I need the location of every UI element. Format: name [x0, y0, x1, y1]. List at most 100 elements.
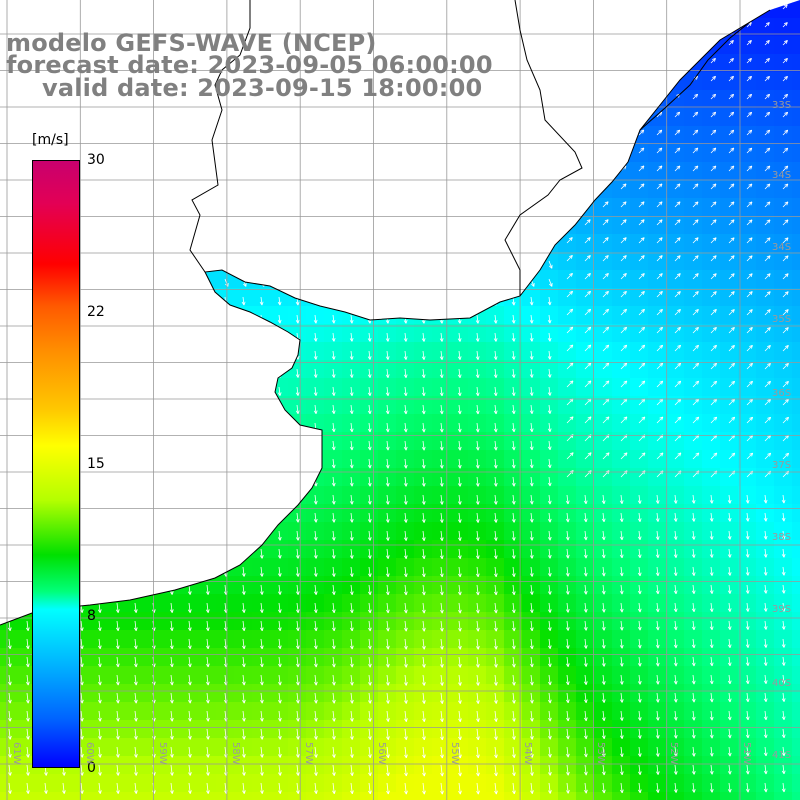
wind-arrow — [314, 260, 319, 269]
wind-cell — [792, 702, 800, 721]
wind-cell — [450, 198, 469, 217]
wind-arrow — [241, 350, 246, 360]
wind-arrow — [277, 332, 282, 342]
wind-cell — [792, 270, 800, 289]
wind-cell — [738, 252, 757, 271]
wind-cell — [432, 162, 451, 181]
wind-arrow — [260, 260, 265, 269]
wind-arrow — [313, 458, 318, 469]
wind-cell — [216, 504, 235, 523]
wind-cell — [720, 216, 739, 235]
wind-cell — [180, 234, 199, 253]
wind-cell — [288, 414, 307, 433]
wind-arrow — [242, 8, 246, 16]
wind-cell — [108, 540, 127, 559]
wind-cell — [756, 144, 775, 163]
wind-cell — [684, 90, 703, 109]
wind-arrow — [188, 8, 192, 16]
wind-arrow — [476, 278, 481, 287]
wind-cell — [648, 198, 667, 217]
wind-arrow — [620, 75, 626, 82]
wind-arrow — [26, 188, 31, 197]
wind-cell — [612, 126, 631, 145]
wind-cell — [360, 234, 379, 253]
wind-arrow — [188, 116, 193, 124]
wind-cell — [756, 324, 775, 343]
wind-cell — [648, 54, 667, 73]
wind-cell — [324, 252, 343, 271]
wind-cell — [558, 324, 577, 343]
wind-arrow — [259, 332, 264, 342]
wind-cell — [666, 270, 685, 289]
wind-cell — [648, 162, 667, 181]
wind-cell — [324, 198, 343, 217]
wind-cell — [756, 216, 775, 235]
wind-arrow — [350, 224, 355, 233]
wind-arrow — [133, 314, 138, 324]
wind-cell — [792, 72, 800, 91]
wind-arrow — [80, 188, 85, 197]
wind-cell — [234, 378, 253, 397]
wind-cell — [576, 162, 595, 181]
wind-cell — [216, 378, 235, 397]
wind-arrow — [25, 602, 30, 613]
wind-cell — [216, 342, 235, 361]
wind-cell — [450, 162, 469, 181]
wind-cell — [306, 468, 325, 487]
wind-cell — [540, 198, 559, 217]
wind-cell — [756, 432, 775, 451]
wind-cell — [162, 216, 181, 235]
wind-cell — [252, 378, 271, 397]
wind-cell — [540, 72, 559, 91]
wind-arrow — [7, 584, 12, 595]
wind-cell — [414, 126, 433, 145]
wind-cell — [234, 216, 253, 235]
wind-cell — [396, 792, 415, 800]
wind-cell — [378, 162, 397, 181]
wind-arrow — [728, 22, 734, 28]
wind-arrow — [241, 404, 246, 414]
wind-cell — [702, 0, 721, 19]
wind-cell — [630, 288, 649, 307]
wind-cell — [198, 252, 217, 271]
wind-cell — [774, 414, 793, 433]
wind-arrow — [133, 548, 138, 559]
wind-cell — [180, 162, 199, 181]
wind-cell — [288, 252, 307, 271]
wind-arrow — [115, 440, 120, 451]
wind-cell — [684, 324, 703, 343]
colorbar — [32, 160, 80, 768]
wind-arrow — [170, 278, 175, 287]
wind-arrow — [530, 188, 535, 197]
wind-arrow — [350, 242, 355, 251]
wind-cell — [576, 288, 595, 307]
wind-cell — [0, 90, 19, 109]
wind-cell — [18, 108, 37, 127]
wind-cell — [522, 126, 541, 145]
wind-arrow — [404, 188, 409, 197]
wind-cell — [198, 414, 217, 433]
wind-arrow — [512, 170, 517, 179]
wind-arrow — [404, 170, 409, 179]
wind-arrow — [602, 111, 609, 118]
wind-cell — [774, 18, 793, 37]
wind-cell — [666, 414, 685, 433]
wind-arrow — [332, 8, 336, 16]
wind-arrow — [7, 476, 12, 487]
wind-arrow — [368, 260, 373, 269]
wind-arrow — [115, 530, 120, 541]
wind-arrow — [332, 260, 337, 269]
wind-cell — [414, 792, 433, 800]
wind-cell — [108, 216, 127, 235]
wind-cell — [108, 378, 127, 397]
wind-arrow — [530, 152, 535, 160]
wind-cell — [576, 342, 595, 361]
wind-cell — [360, 108, 379, 127]
wind-cell — [342, 288, 361, 307]
wind-cell — [414, 288, 433, 307]
wind-cell — [558, 180, 577, 199]
wind-cell — [792, 576, 800, 595]
wind-arrow — [404, 116, 409, 124]
wind-arrow — [241, 422, 246, 433]
wind-cell — [288, 144, 307, 163]
